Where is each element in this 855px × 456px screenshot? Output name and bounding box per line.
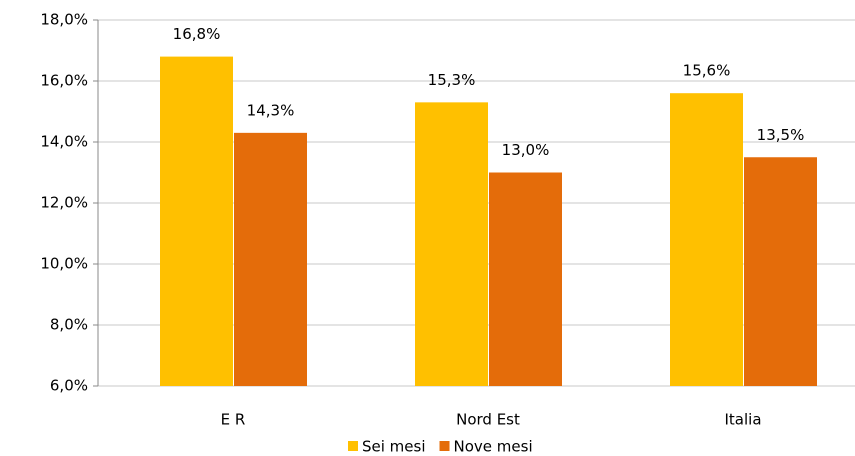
value-label: 14,3% <box>247 101 295 119</box>
bar <box>670 93 743 386</box>
bar <box>415 102 488 386</box>
value-label: 15,6% <box>683 62 731 80</box>
y-tick-label: 14,0% <box>40 133 88 151</box>
legend-label: Sei mesi <box>362 438 426 456</box>
value-label: 13,0% <box>502 141 550 159</box>
bar <box>234 132 307 386</box>
x-tick-label: Nord Est <box>456 411 520 429</box>
x-tick-label: Italia <box>724 411 761 429</box>
x-tick-label: E R <box>221 411 246 429</box>
legend-swatch <box>439 441 450 451</box>
y-tick-label: 8,0% <box>50 316 88 334</box>
value-label: 13,5% <box>757 126 805 144</box>
legend-swatch <box>348 441 358 451</box>
y-tick-label: 16,0% <box>40 72 88 90</box>
legend-label: Nove mesi <box>454 438 533 456</box>
y-tick-label: 10,0% <box>40 255 88 273</box>
bar <box>489 172 562 386</box>
y-tick-label: 12,0% <box>40 194 88 212</box>
value-label: 16,8% <box>173 25 221 43</box>
y-tick-label: 18,0% <box>40 11 88 29</box>
bar <box>160 56 233 386</box>
y-tick-label: 6,0% <box>50 377 88 395</box>
bar <box>744 157 817 386</box>
value-label: 15,3% <box>428 71 476 89</box>
